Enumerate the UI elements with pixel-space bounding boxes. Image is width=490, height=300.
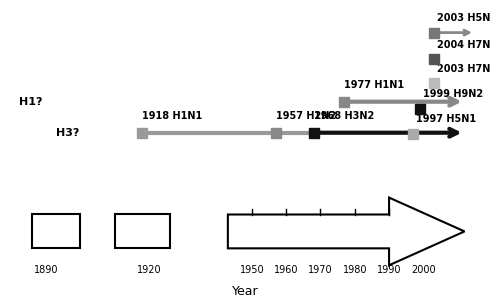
Text: 1997 H5N1: 1997 H5N1 <box>416 114 477 124</box>
Text: 1999 H9N2: 1999 H9N2 <box>423 89 484 99</box>
Text: 2000: 2000 <box>411 265 436 275</box>
Text: H1?: H1? <box>19 97 42 107</box>
Text: 2004 H7N3: 2004 H7N3 <box>437 40 490 50</box>
Bar <box>32 214 80 248</box>
Text: 1980: 1980 <box>343 265 367 275</box>
Text: 2003 H5N1: 2003 H5N1 <box>437 13 490 23</box>
Text: 1950: 1950 <box>240 265 264 275</box>
Text: 2003 H7N7: 2003 H7N7 <box>437 64 490 74</box>
Bar <box>115 214 170 248</box>
Text: 1920: 1920 <box>137 265 161 275</box>
Text: 1968 H3N2: 1968 H3N2 <box>314 111 374 122</box>
Text: 1918 H1N1: 1918 H1N1 <box>142 111 202 122</box>
Text: 1970: 1970 <box>308 265 333 275</box>
Text: 1957 H2N2: 1957 H2N2 <box>276 111 336 122</box>
Text: 1977 H1N1: 1977 H1N1 <box>344 80 405 90</box>
Text: H3?: H3? <box>56 128 80 138</box>
Text: 1960: 1960 <box>274 265 298 275</box>
Text: Year: Year <box>232 285 258 298</box>
Text: 1990: 1990 <box>377 265 401 275</box>
Text: 1890: 1890 <box>34 265 58 275</box>
